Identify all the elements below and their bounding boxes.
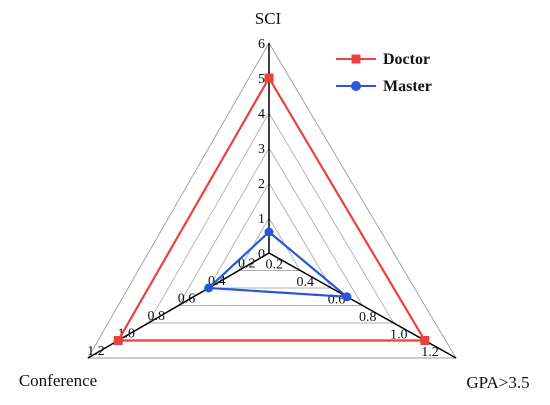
tick-label-sci: 3 (258, 142, 265, 157)
legend-item-master: Master (336, 78, 432, 95)
tick-label-conference: 0.8 (148, 309, 166, 324)
legend-doctor-label: Doctor (383, 51, 430, 68)
grid-ring (87, 42, 457, 359)
data-series (113, 73, 430, 345)
axis-title-conference: Conference (19, 371, 97, 390)
data-point-master (342, 292, 352, 302)
tick-label-sci: 4 (258, 107, 265, 122)
tick-label-conference: 0.2 (238, 257, 256, 272)
axis-title-sci: SCI (255, 9, 282, 28)
tick-label-gpa: 1.2 (421, 345, 439, 360)
tick-label-sci: 5 (258, 72, 265, 87)
series-doctor (113, 73, 430, 345)
legend-master-marker (351, 81, 361, 91)
tick-label-gpa: 0.8 (359, 310, 377, 325)
tick-label-gpa: 0.4 (297, 275, 315, 290)
tick-label-gpa: 0.2 (265, 258, 283, 273)
data-point-doctor (113, 336, 123, 345)
data-point-master (264, 227, 274, 237)
grid-ring (207, 182, 333, 289)
legend: Doctor Master (336, 51, 432, 95)
tick-label-sci: 1 (258, 212, 265, 227)
legend-item-doctor: Doctor (336, 51, 430, 68)
tick-labels: 01234560.20.40.60.81.01.20.20.40.60.81.0… (87, 37, 439, 360)
grid-ring (147, 112, 395, 324)
axis-title-gpa: GPA>3.5 (466, 373, 529, 392)
series-line-doctor (116, 75, 427, 342)
series-line-master (206, 230, 351, 299)
tick-label-sci: 0 (258, 247, 265, 262)
data-point-master (204, 283, 214, 293)
tick-label-sci: 2 (258, 177, 265, 192)
data-point-doctor (264, 73, 274, 83)
legend-master-label: Master (383, 78, 432, 95)
tick-label-sci: 6 (258, 37, 265, 52)
tick-label-gpa: 1.0 (390, 328, 408, 343)
data-point-doctor (420, 336, 430, 345)
series-master (204, 227, 352, 302)
legend-doctor-marker (351, 54, 361, 64)
tick-label-conference: 1.2 (87, 344, 105, 359)
tick-label-conference: 0.6 (178, 292, 196, 307)
grid-ring (177, 147, 364, 306)
